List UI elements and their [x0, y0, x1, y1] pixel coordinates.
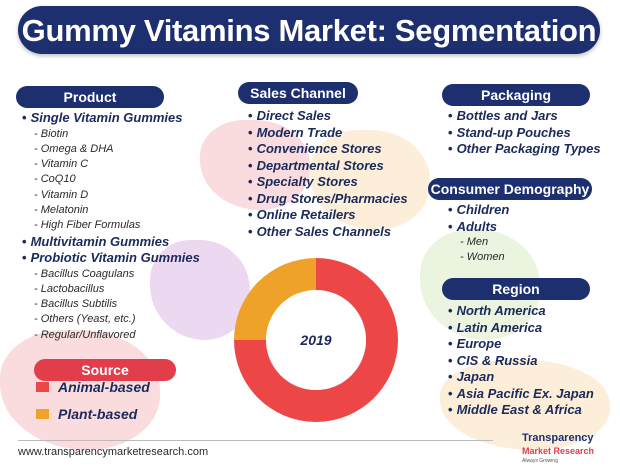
list-item: Other Packaging Types: [448, 141, 601, 158]
footer-divider: [18, 440, 493, 441]
list-item: Asia Pacific Ex. Japan: [448, 386, 594, 403]
list-item: Online Retailers: [248, 207, 408, 224]
list-item: Direct Sales: [248, 108, 408, 125]
product-list: Single Vitamin GummiesBiotinOmega & DHAV…: [22, 110, 200, 343]
list-item: Single Vitamin Gummies: [22, 110, 200, 127]
chart-title: 2019: [299, 332, 331, 348]
list-item: Bottles and Jars: [448, 108, 601, 125]
list-item: Probiotic Vitamin Gummies: [22, 250, 200, 267]
donut-hole: [266, 290, 366, 390]
list-item: Departmental Stores: [248, 158, 408, 175]
list-subitem: CoQ10: [22, 172, 200, 187]
list-subitem: Women: [448, 250, 509, 265]
list-item: Europe: [448, 336, 594, 353]
logo-line-2: Market Research: [522, 446, 595, 456]
list-item: Other Sales Channels: [248, 224, 408, 241]
list-subitem: Lactobacillus: [22, 282, 200, 297]
sales-channel-list: Direct SalesModern TradeConvenience Stor…: [248, 108, 408, 240]
logo-line-1: Transparency: [522, 432, 594, 444]
list-subitem: Vitamin D: [22, 188, 200, 203]
packaging-header: Packaging: [442, 84, 590, 106]
list-item: Children: [448, 202, 510, 219]
list-subitem: Men: [448, 235, 509, 250]
title-banner: Gummy Vitamins Market: Segmentation: [18, 6, 600, 54]
logo-line-3: Always Growing: [522, 458, 558, 464]
list-item: Multivitamin Gummies: [22, 234, 200, 251]
list-subitem: Bacillus Coagulans: [22, 267, 200, 282]
list-item: Stand-up Pouches: [448, 125, 601, 142]
sales-channel-header: Sales Channel: [238, 82, 358, 104]
list-subitem: Omega & DHA: [22, 142, 200, 157]
company-logo: Transparency Market Research Always Grow…: [522, 430, 612, 470]
list-subitem: Melatonin: [22, 203, 200, 218]
region-header: Region: [442, 278, 590, 300]
footer-url: www.transparencymarketresearch.com: [18, 446, 209, 458]
source-header: Source: [34, 359, 176, 381]
list-item: Drug Stores/Pharmacies: [248, 191, 408, 208]
page-title: Gummy Vitamins Market: Segmentation: [21, 13, 597, 48]
list-subitem: Regular/Unflavored: [22, 328, 200, 343]
list-subitem: Others (Yeast, etc.): [22, 312, 200, 327]
list-item: Japan: [448, 369, 594, 386]
list-item: Latin America: [448, 320, 594, 337]
list-item: Middle East & Africa: [448, 402, 594, 419]
background-gummy: [0, 330, 160, 450]
packaging-list: Bottles and JarsStand-up PouchesOther Pa…: [448, 108, 601, 158]
product-header: Product: [16, 86, 164, 108]
consumer-demography-header: Consumer Demography: [428, 178, 592, 200]
list-item: Adults: [448, 219, 509, 236]
list-subitem: Bacillus Subtilis: [22, 297, 200, 312]
list-item: Convenience Stores: [248, 141, 408, 158]
region-list: North AmericaLatin AmericaEuropeCIS & Ru…: [448, 303, 594, 419]
list-item: Specialty Stores: [248, 174, 408, 191]
list-subitem: Biotin: [22, 127, 200, 142]
consumer-demography-list: ChildrenAdultsMenWomen: [448, 202, 510, 266]
donut-slice-animal-based: [234, 258, 398, 422]
list-item: North America: [448, 303, 594, 320]
list-item: CIS & Russia: [448, 353, 594, 370]
list-subitem: High Fiber Formulas: [22, 218, 200, 233]
list-item: Modern Trade: [248, 125, 408, 142]
list-subitem: Vitamin C: [22, 157, 200, 172]
